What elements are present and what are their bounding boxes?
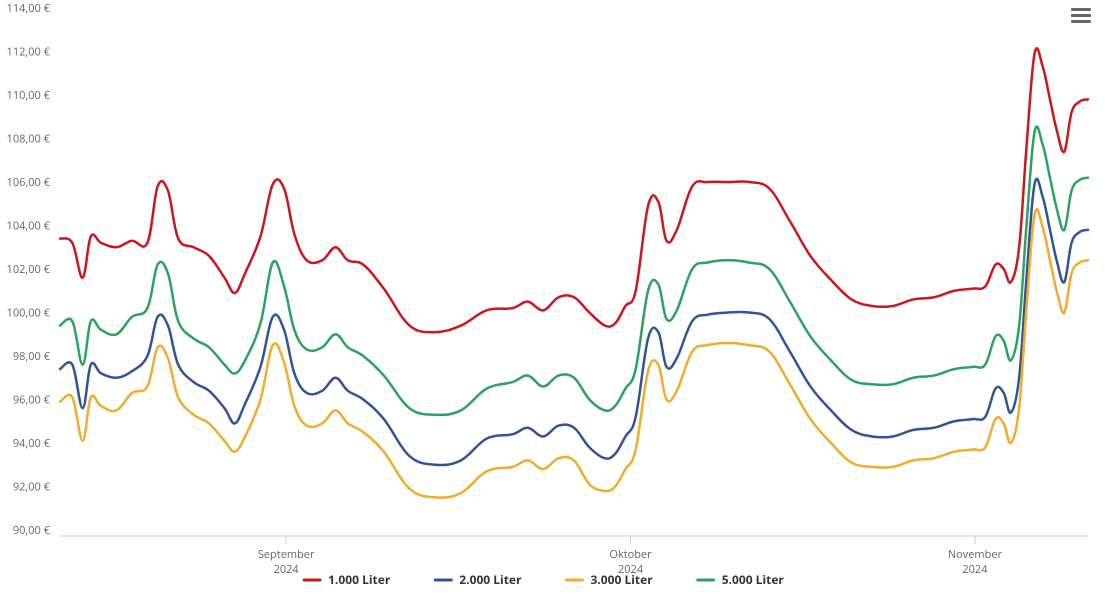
x-tick-label: November [948,547,1003,562]
series-line[interactable] [60,179,1088,465]
y-tick-label: 92,00 € [13,480,51,495]
y-tick-label: 94,00 € [13,436,51,451]
x-tick-label: Oktober [609,547,652,562]
chart-menu-icon[interactable] [1071,8,1091,26]
y-tick-label: 108,00 € [7,132,51,147]
series-line[interactable] [60,127,1088,415]
y-tick-label: 102,00 € [7,262,51,277]
x-tick-label: 2024 [962,562,988,577]
y-tick-label: 110,00 € [7,88,51,103]
x-tick-label: September [258,547,315,562]
y-tick-label: 114,00 € [7,1,51,16]
y-tick-label: 90,00 € [13,523,51,538]
price-chart: 90,00 € 92,00 € 94,00 € 96,00 € 98,00 € 100,0… [0,0,1105,602]
legend-label[interactable]: 2.000 Liter [459,571,522,588]
legend-label[interactable]: 5.000 Liter [722,571,785,588]
y-tick-label: 104,00 € [7,219,51,234]
y-tick-label: 112,00 € [7,45,51,60]
legend-label[interactable]: 3.000 Liter [591,571,654,588]
y-tick-label: 96,00 € [13,393,51,408]
x-tick-label: 2024 [274,562,300,577]
y-tick-label: 106,00 € [7,175,51,190]
chart-svg: 90,00 € 92,00 € 94,00 € 96,00 € 98,00 € 100,0… [0,0,1105,602]
series-line[interactable] [60,48,1088,332]
y-tick-label: 98,00 € [13,349,51,364]
y-tick-label: 100,00 € [7,306,51,321]
legend-label[interactable]: 1.000 Liter [328,571,391,588]
